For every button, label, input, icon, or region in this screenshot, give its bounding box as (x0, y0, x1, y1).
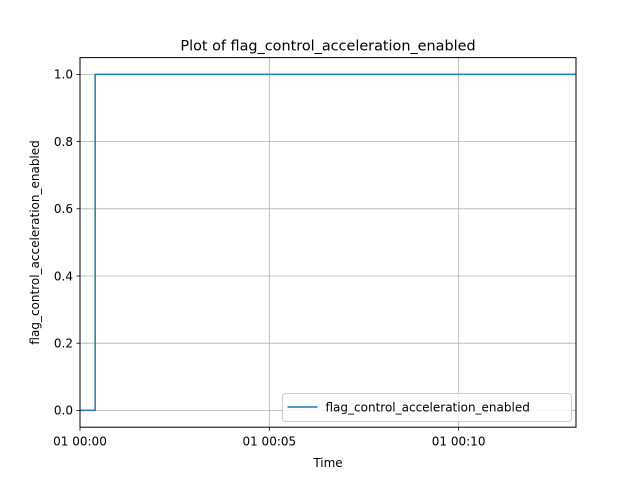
y-axis-title: flag_control_acceleration_enabled (28, 140, 42, 344)
y-axis: 0.0 0.2 0.4 0.6 0.8 1.0 (54, 68, 80, 418)
y-tick-label: 0.2 (54, 337, 73, 351)
y-tick-label: 1.0 (54, 68, 73, 82)
series-layer (80, 73, 576, 412)
plot-area-frame (79, 57, 577, 428)
legend: flag_control_acceleration_enabled (282, 393, 572, 422)
x-axis-title: Time (312, 456, 342, 470)
y-tick-label: 0.8 (54, 135, 73, 149)
x-tick-label: 01 00:05 (242, 435, 296, 449)
x-tick-label: 01 00:10 (432, 435, 486, 449)
series-line (80, 73, 576, 412)
legend-label: flag_control_acceleration_enabled (326, 401, 530, 415)
x-tick-label: 01 00:00 (53, 435, 107, 449)
legend-box (282, 393, 572, 422)
y-tick-label: 0.4 (54, 269, 73, 283)
x-axis: 01 00:00 01 00:05 01 00:10 (53, 427, 485, 449)
y-tick-label: 0.0 (54, 404, 73, 418)
y-tick-label: 0.6 (54, 202, 73, 216)
chart-title: Plot of flag_control_acceleration_enable… (180, 39, 475, 55)
